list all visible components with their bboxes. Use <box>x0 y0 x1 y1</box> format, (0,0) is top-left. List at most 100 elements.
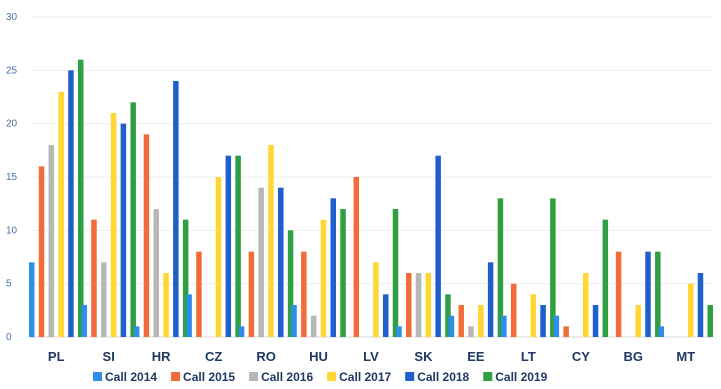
bar-cz-call-2017 <box>215 177 222 337</box>
bar-hu-call-2015 <box>301 251 307 337</box>
bar-ro-call-2019 <box>287 230 294 337</box>
bar-si-call-2015 <box>91 219 97 337</box>
y-tick-label: 0 <box>6 332 12 343</box>
bar-si-call-2016 <box>101 262 107 337</box>
bar-hu-call-2016 <box>310 315 317 337</box>
legend-label: Call 2016 <box>261 370 313 384</box>
bar-ee-call-2018 <box>487 262 494 337</box>
bar-sk-call-2017 <box>425 273 432 337</box>
legend-label: Call 2014 <box>105 370 157 384</box>
bar-sk-call-2018 <box>435 155 441 337</box>
x-tick-label: PL <box>48 349 65 364</box>
bar-ee-call-2015 <box>458 305 464 337</box>
y-tick-label: 25 <box>6 65 18 76</box>
y-tick-label: 5 <box>6 279 12 290</box>
legend-swatch <box>405 372 415 381</box>
bar-lt-call-2015 <box>510 283 517 337</box>
bar-ro-call-2018 <box>278 187 284 337</box>
bar-lt-call-2017 <box>530 294 537 337</box>
bar-si-call-2014 <box>81 305 87 337</box>
x-tick-label: CY <box>572 349 590 364</box>
x-tick-label: LT <box>521 349 536 364</box>
bar-hu-call-2019 <box>340 209 346 337</box>
legend-label: Call 2018 <box>417 370 469 384</box>
bar-cy-call-2018 <box>592 305 599 337</box>
bar-hr-call-2017 <box>163 273 169 337</box>
x-tick-label: LV <box>363 349 379 364</box>
bar-mt-call-2019 <box>707 305 714 337</box>
x-tick-label: EE <box>467 349 485 364</box>
bar-ro-call-2016 <box>258 187 264 337</box>
legend-swatch <box>327 372 337 381</box>
bar-lv-call-2019 <box>392 209 399 337</box>
bar-bg-call-2019 <box>655 251 661 337</box>
bar-ro-call-2014 <box>238 326 245 337</box>
legend-swatch <box>483 372 493 381</box>
bar-bg-call-2015 <box>615 251 622 337</box>
bar-lt-call-2014 <box>501 315 507 337</box>
bar-cz-call-2018 <box>225 155 232 337</box>
bar-hr-call-2016 <box>153 209 159 337</box>
bar-hu-call-2017 <box>320 219 327 337</box>
bar-sk-call-2014 <box>396 326 402 337</box>
bar-ee-call-2014 <box>448 315 455 337</box>
bar-hu-call-2014 <box>291 305 297 337</box>
bar-pl-call-2014 <box>28 262 35 337</box>
y-tick-label: 30 <box>6 12 18 23</box>
bar-cz-call-2015 <box>196 251 202 337</box>
bar-cy-call-2014 <box>553 315 560 337</box>
bar-pl-call-2016 <box>48 145 55 337</box>
x-tick-label: SK <box>414 349 433 364</box>
bar-pl-call-2015 <box>38 166 45 337</box>
bar-lv-call-2017 <box>373 262 379 337</box>
bar-sk-call-2015 <box>406 273 412 337</box>
y-tick-label: 10 <box>6 225 18 236</box>
bar-ee-call-2017 <box>478 305 484 337</box>
y-tick-label: 20 <box>6 119 18 130</box>
bar-pl-call-2019 <box>77 59 84 338</box>
bar-mt-call-2017 <box>687 283 694 337</box>
bar-lv-call-2018 <box>382 294 389 337</box>
x-tick-label: RO <box>256 349 276 364</box>
x-tick-label: SI <box>103 349 115 364</box>
bar-hu-call-2018 <box>330 198 336 337</box>
bar-pl-call-2017 <box>58 91 64 337</box>
bar-bg-call-2017 <box>635 305 641 337</box>
bar-si-call-2017 <box>110 113 117 337</box>
bar-cy-call-2015 <box>563 326 569 337</box>
bar-ro-call-2017 <box>268 145 274 337</box>
bar-hr-call-2014 <box>133 326 140 337</box>
grid-layer <box>30 16 712 338</box>
legend-swatch <box>249 372 259 381</box>
bar-pl-call-2018 <box>68 70 74 337</box>
x-tick-label: MT <box>676 349 695 364</box>
bar-sk-call-2016 <box>415 273 422 337</box>
bar-lv-call-2015 <box>353 177 360 337</box>
bar-sk-call-2019 <box>445 294 451 337</box>
bar-ro-call-2015 <box>248 251 255 337</box>
bars-layer <box>28 59 714 338</box>
bar-bg-call-2018 <box>645 251 651 337</box>
legend-label: Call 2015 <box>183 370 235 384</box>
bar-mt-call-2018 <box>697 273 704 337</box>
y-tick-label: 15 <box>6 172 18 183</box>
legend-swatch <box>93 372 102 381</box>
bar-hr-call-2015 <box>143 134 150 337</box>
bar-cz-call-2014 <box>186 294 192 337</box>
bar-cy-call-2019 <box>602 219 609 337</box>
bar-lt-call-2019 <box>550 198 556 337</box>
bar-hr-call-2018 <box>173 81 179 337</box>
legend: Call 2014 Call 2015 Call 2016 Call 2017 Call… <box>93 370 548 384</box>
legend-swatch <box>171 372 181 381</box>
bar-ee-call-2019 <box>497 198 504 337</box>
legend-label: Call 2017 <box>339 370 391 384</box>
bar-hr-call-2019 <box>182 219 189 337</box>
bar-ee-call-2016 <box>468 326 474 337</box>
bar-mt-call-2014 <box>658 326 665 337</box>
x-tick-label: BG <box>624 349 644 364</box>
axis-layer: 0 5 10 15 20 25 30 PL SI HR CZ RO HU LV SK EE LT CY BG MT <box>6 12 695 364</box>
bar-cy-call-2017 <box>583 273 589 337</box>
bar-si-call-2019 <box>130 102 136 337</box>
